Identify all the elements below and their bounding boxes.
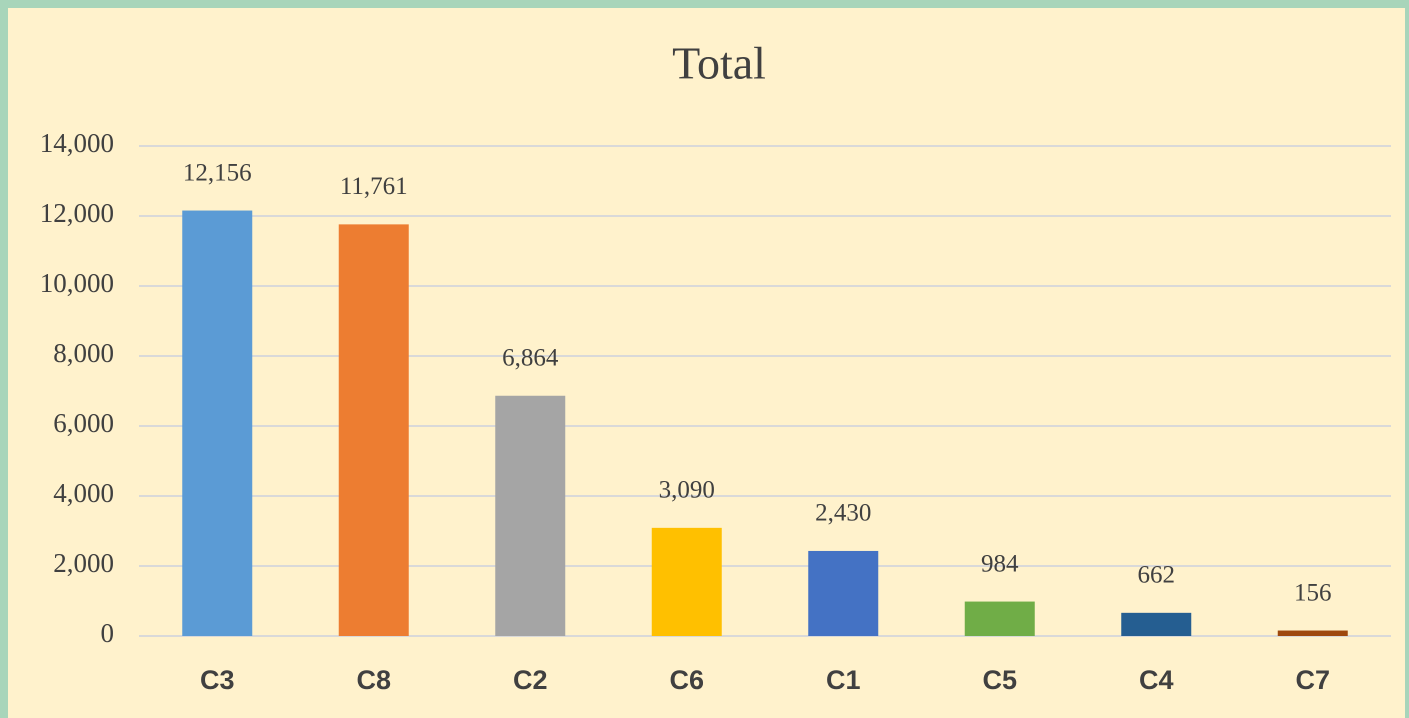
bar: [964, 601, 1035, 636]
data-label: 11,761: [340, 173, 408, 200]
data-label: 12,156: [183, 159, 252, 186]
bar: [1277, 630, 1348, 636]
data-label: 2,430: [815, 500, 871, 527]
y-tick-label: 10,000: [40, 268, 114, 298]
bar: [338, 224, 409, 637]
x-tick-label: C7: [1295, 665, 1330, 695]
data-label: 6,864: [502, 344, 559, 371]
data-label: 156: [1294, 579, 1332, 606]
x-tick-label: C3: [200, 665, 235, 695]
bar: [495, 395, 566, 636]
y-tick-label: 6,000: [53, 408, 114, 438]
bar: [808, 550, 879, 636]
x-tick-label: C2: [513, 665, 548, 695]
data-label: 662: [1138, 562, 1176, 589]
x-tick-label: C1: [826, 665, 861, 695]
y-tick-label: 12,000: [40, 198, 114, 228]
y-tick-label: 0: [101, 618, 115, 648]
data-label: 984: [981, 550, 1019, 577]
x-tick-label: C4: [1139, 665, 1174, 695]
y-tick-label: 8,000: [53, 338, 114, 368]
y-tick-label: 2,000: [53, 548, 114, 578]
y-tick-label: 14,000: [40, 128, 114, 158]
x-tick-label: C6: [669, 665, 704, 695]
bar: [651, 527, 722, 636]
chart-title: Total: [672, 38, 766, 89]
data-label: 3,090: [659, 477, 715, 504]
bar: [182, 210, 253, 637]
x-tick-label: C8: [356, 665, 391, 695]
bar: [1121, 612, 1192, 636]
y-tick-label: 4,000: [53, 478, 114, 508]
x-tick-label: C5: [982, 665, 1017, 695]
